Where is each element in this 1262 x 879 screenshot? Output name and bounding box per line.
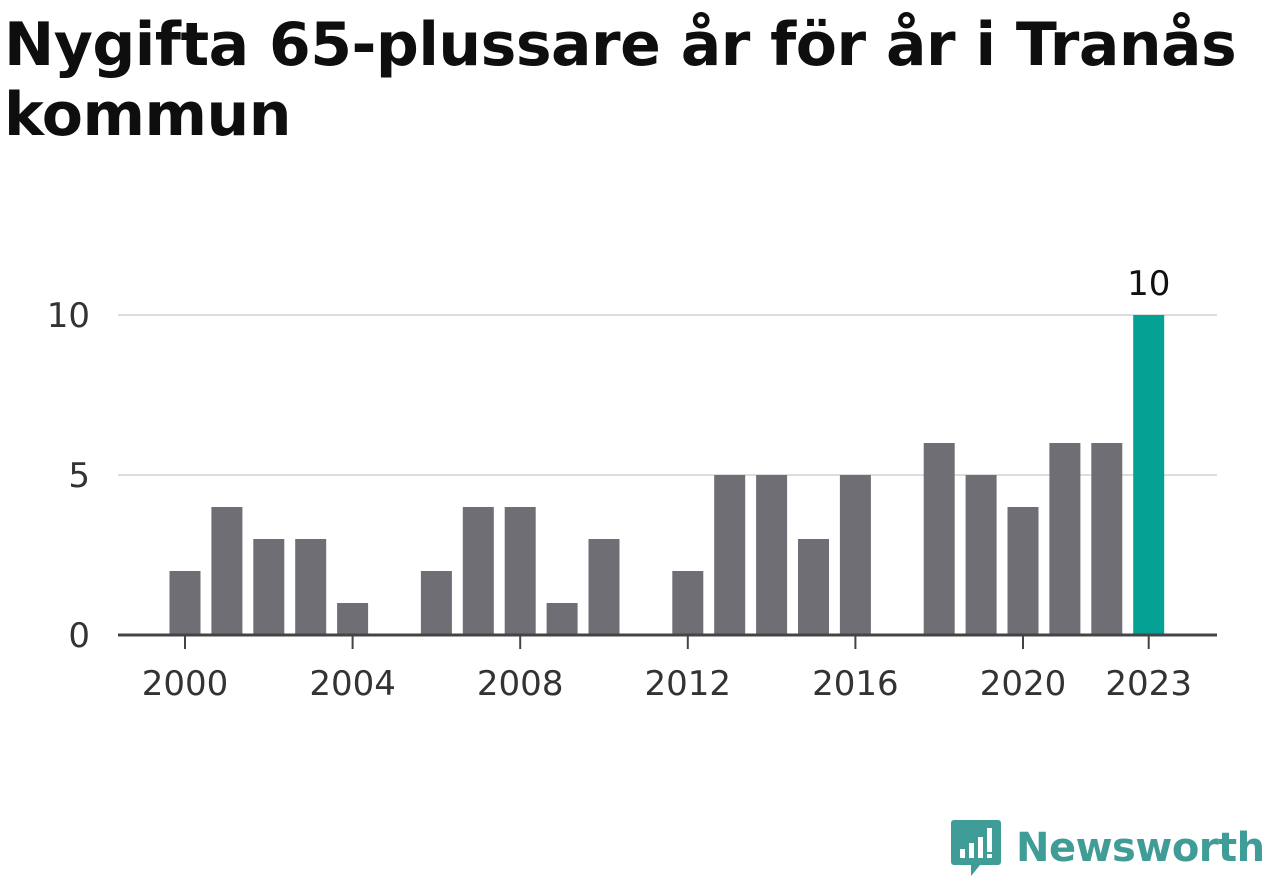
bar — [965, 475, 997, 635]
bar — [504, 507, 536, 635]
gridlines — [118, 314, 1217, 476]
chart-title: Nygifta 65-plussare år för år i Tranås k… — [4, 10, 1237, 150]
bar — [1049, 443, 1081, 635]
y-tick-label: 10 — [47, 296, 90, 336]
bar — [337, 603, 369, 635]
bar — [923, 443, 955, 635]
bar-highlighted — [1133, 315, 1165, 635]
bar — [462, 507, 494, 635]
bar — [1007, 507, 1039, 635]
bar — [672, 571, 704, 635]
bar — [839, 475, 871, 635]
bar — [420, 571, 452, 635]
bar — [211, 507, 243, 635]
x-tick-label: 2023 — [1105, 664, 1192, 704]
x-tick-label: 2004 — [309, 664, 396, 704]
x-axis — [118, 633, 1217, 649]
bars — [169, 315, 1165, 635]
x-tick-label: 2020 — [980, 664, 1067, 704]
newsworthy-logo-icon — [951, 820, 1001, 876]
x-tick-label: 2008 — [477, 664, 564, 704]
bar — [169, 571, 201, 635]
labels: 0 5 10 2000 2004 2008 2012 2016 2020 2023 10 — [47, 264, 1192, 704]
newsworthy-logo: Newsworthy — [950, 818, 1262, 878]
bar — [714, 475, 746, 635]
x-tick-label: 2012 — [645, 664, 732, 704]
bar — [253, 539, 285, 635]
brand-name: Newsworthy — [1016, 825, 1262, 871]
x-tick-label: 2000 — [142, 664, 229, 704]
bar — [588, 539, 620, 635]
y-tick-label: 5 — [68, 456, 90, 496]
bar — [295, 539, 327, 635]
bar — [798, 539, 829, 635]
bar — [1091, 443, 1123, 635]
bar — [546, 603, 578, 635]
data-label: 10 — [1127, 264, 1170, 304]
x-tick-label: 2016 — [812, 664, 899, 704]
bar — [756, 475, 788, 635]
y-tick-label: 0 — [68, 616, 90, 656]
